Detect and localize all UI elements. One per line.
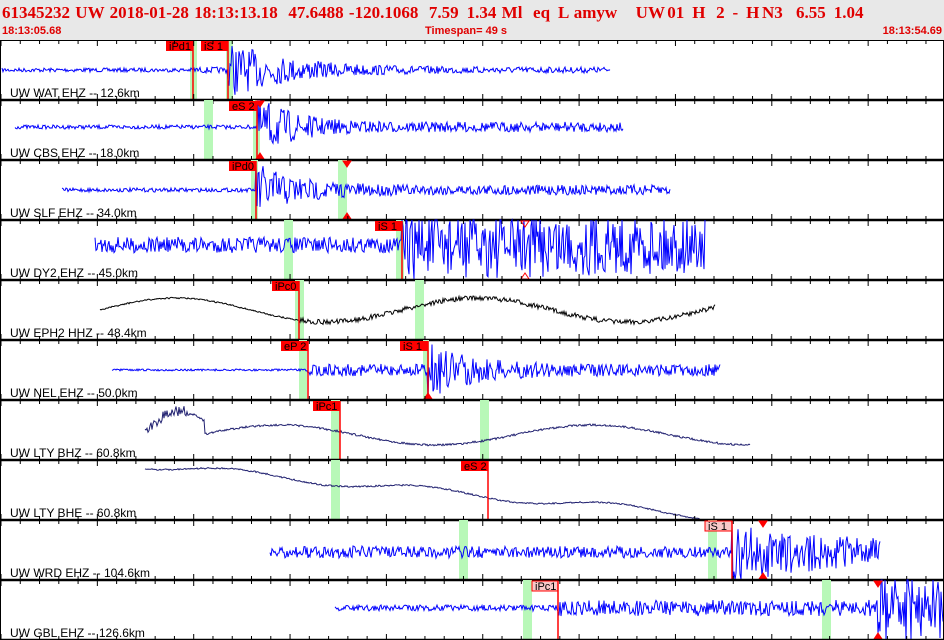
arrival-marker-icon xyxy=(873,580,883,588)
trace-row[interactable]: iPd0 UW SLF EHZ -- 34.0km xyxy=(0,160,944,226)
pick-window-band xyxy=(204,100,213,160)
pick-label: iPc1 xyxy=(316,401,337,413)
pick-label-box[interactable] xyxy=(229,161,256,171)
phase-pick[interactable]: iS 1 xyxy=(201,41,229,100)
pick-label-box[interactable] xyxy=(400,341,428,351)
arrival-marker-icon xyxy=(758,520,768,528)
pick-label: eP 2 xyxy=(284,341,306,353)
pick-window-band xyxy=(423,340,429,400)
pick-window-band xyxy=(338,160,347,220)
station-label: UW WAT EHZ -- 12.6km xyxy=(10,86,140,100)
phase-pick[interactable]: iS 1 xyxy=(704,520,733,580)
pick-label-box[interactable] xyxy=(229,101,257,111)
pick-window-band xyxy=(396,220,404,280)
arrival-marker-icon xyxy=(873,632,883,640)
waveform-trace xyxy=(269,523,881,581)
pick-label: iS 1 xyxy=(403,341,422,353)
trace-row[interactable]: eP 2 iS 1 UW NEL EHZ -- 50.0km xyxy=(0,340,944,406)
pick-label: iS 1 xyxy=(204,41,223,53)
phase-pick[interactable]: eS 2 xyxy=(461,461,489,520)
station-label: UW DY2 EHZ -- 45.0km xyxy=(10,266,138,280)
trace-row[interactable]: iS 1 UW DY2 EHZ -- 45.0km xyxy=(0,218,944,286)
pick-window-band xyxy=(331,400,340,460)
trace-row[interactable]: iPc0 UW EPH2 HHZ -- 48.4km xyxy=(0,280,944,346)
pick-window-band xyxy=(480,400,489,460)
timespan: Timespan= 49 s xyxy=(425,25,508,37)
pick-label-box[interactable] xyxy=(166,41,193,51)
arrival-marker-icon xyxy=(758,572,768,580)
station-label: UW CBS EHZ -- 18.0km xyxy=(10,146,139,160)
pick-label: iPd0 xyxy=(232,161,254,173)
phase-pick[interactable]: iPd0 xyxy=(229,161,257,220)
pick-window-band xyxy=(523,580,532,640)
pick-label: iS 1 xyxy=(378,221,397,233)
arrival-marker-icon xyxy=(520,272,530,280)
trace-row[interactable]: iPc1 UW LTY BHZ -- 60.8km xyxy=(0,400,944,466)
station-label: UW GBL EHZ -- 126.6km xyxy=(10,626,145,640)
waveform-trace xyxy=(14,99,624,145)
trace-row[interactable]: iS 1 UW WRD EHZ -- 104.6km xyxy=(0,520,944,586)
waveform-trace xyxy=(334,579,944,640)
start-time: 18:13:05.68 xyxy=(2,25,62,37)
station-label: UW SLF EHZ -- 34.0km xyxy=(10,206,137,220)
station-label: UW EPH2 HHZ -- 48.4km xyxy=(10,326,147,340)
pick-label: iPc0 xyxy=(275,281,296,293)
pick-label-box[interactable] xyxy=(461,461,488,471)
pick-label: iPc1 xyxy=(535,581,556,593)
pick-label-box[interactable] xyxy=(272,281,299,291)
event-header: 61345232 UW 2018-01-28 18:13:13.18 47.64… xyxy=(0,0,944,40)
phase-pick[interactable]: iS 1 xyxy=(375,221,403,280)
waveform-trace xyxy=(144,406,751,447)
trace-row[interactable]: iPd1 iS 1 UW WAT EHZ -- 12.6km xyxy=(0,40,944,106)
pick-window-band xyxy=(415,280,424,340)
pick-label: eS 2 xyxy=(232,101,255,113)
station-label: UW WRD EHZ -- 104.6km xyxy=(10,566,150,580)
pick-window-band xyxy=(331,460,340,520)
pick-window-band xyxy=(822,580,831,640)
event-summary: 61345232 UW 2018-01-28 18:13:13.18 47.64… xyxy=(2,3,864,22)
waveform-trace xyxy=(1,45,611,95)
pick-label: iPd1 xyxy=(169,41,191,53)
waveform-trace xyxy=(94,218,706,280)
phase-pick[interactable]: iS 1 xyxy=(400,341,429,400)
trace-row[interactable]: eS 2 UW CBS EHZ -- 18.0km xyxy=(0,99,944,166)
pick-label-box[interactable] xyxy=(313,401,340,411)
pick-window-band xyxy=(284,220,293,280)
phase-pick[interactable]: iPc0 xyxy=(272,281,300,340)
arrival-marker-icon xyxy=(342,160,352,168)
waveform-trace xyxy=(61,163,671,207)
phase-pick[interactable]: eP 2 xyxy=(281,341,309,400)
pick-window-band xyxy=(251,160,258,220)
station-label: UW LTY BHE -- 60.8km xyxy=(10,506,136,520)
arrival-marker-icon xyxy=(255,100,265,108)
pick-label-box[interactable] xyxy=(201,41,228,51)
trace-row[interactable]: eS 2 UW LTY BHE -- 60.8km xyxy=(0,460,944,526)
waveform-trace xyxy=(111,344,721,399)
phase-pick[interactable]: iPc1 xyxy=(531,580,559,640)
end-time: 18:13:54.69 xyxy=(882,25,942,37)
phase-pick[interactable]: iPc1 xyxy=(313,401,341,460)
pick-label: iS 1 xyxy=(708,521,727,533)
pick-label: eS 2 xyxy=(464,461,487,473)
trace-row[interactable]: iPc1 UW GBL EHZ -- 126.6km xyxy=(0,579,944,640)
arrival-marker-icon xyxy=(520,220,530,228)
station-label: UW LTY BHZ -- 60.8km xyxy=(10,446,136,460)
waveform-trace xyxy=(144,467,701,520)
station-label: UW NEL EHZ -- 50.0km xyxy=(10,386,138,400)
pick-label-box[interactable] xyxy=(375,221,402,231)
phase-pick[interactable]: eS 2 xyxy=(229,101,258,160)
pick-window-band xyxy=(708,520,717,580)
waveform-trace xyxy=(99,294,716,326)
seismogram-panel[interactable]: iPd1 iS 1 UW WAT EHZ -- 12.6km eS 2 UW CBS E… xyxy=(0,40,944,640)
pick-label-box[interactable] xyxy=(281,341,308,351)
